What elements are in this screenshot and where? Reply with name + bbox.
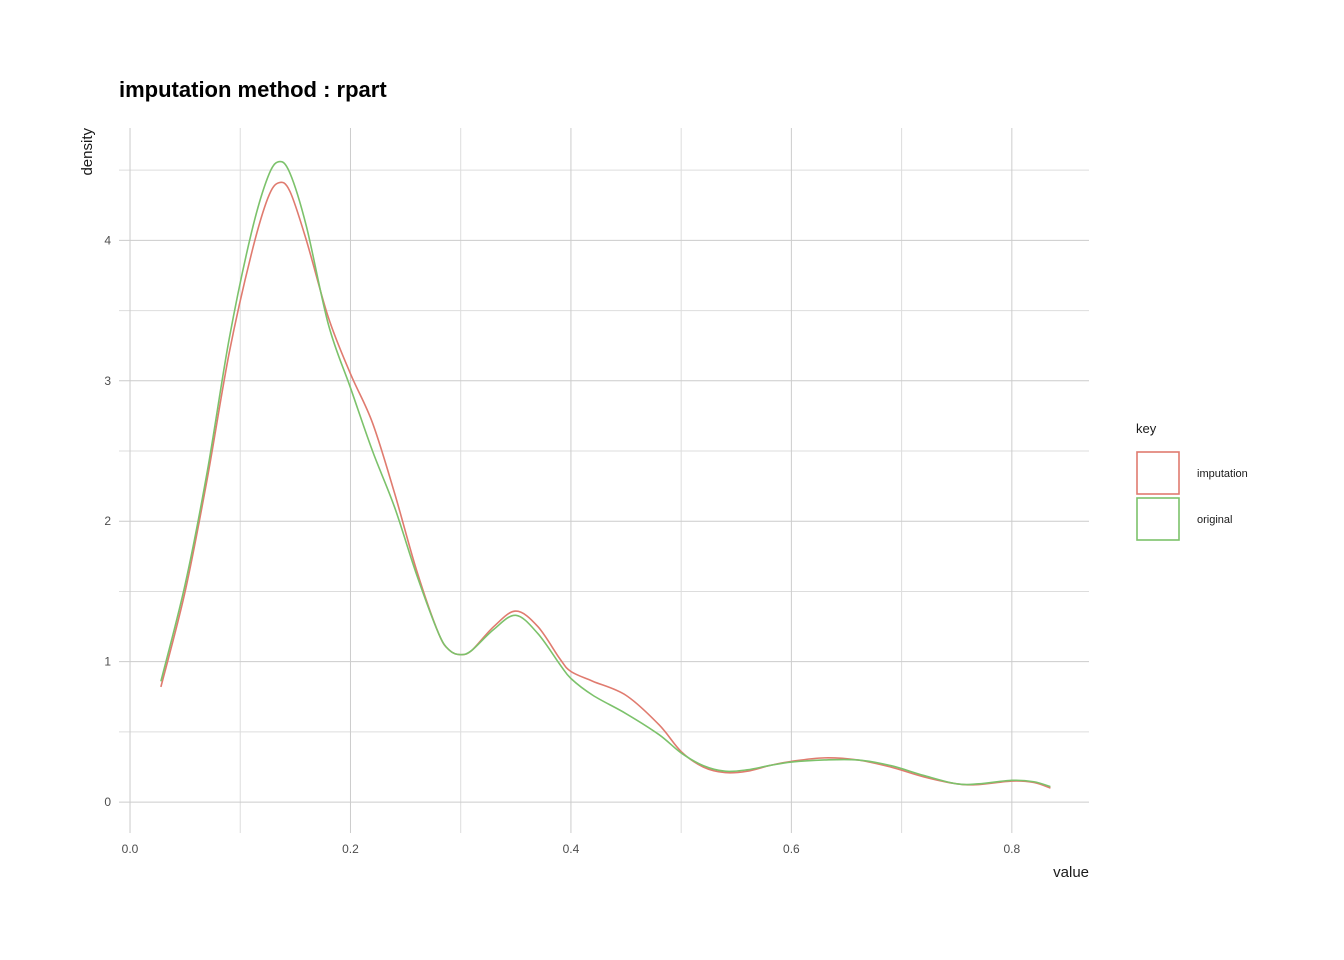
chart-title: imputation method : rpart — [119, 77, 387, 102]
x-tick-label: 0.4 — [563, 842, 580, 856]
x-tick-label: 0.0 — [122, 842, 139, 856]
legend-key-original — [1136, 497, 1180, 541]
y-tick-label: 3 — [104, 374, 111, 388]
legend: key imputation original — [1136, 421, 1248, 541]
x-tick-label: 0.6 — [783, 842, 800, 856]
x-axis-title: value — [1053, 864, 1089, 881]
minor-gridlines — [119, 128, 1089, 833]
y-axis-title: density — [79, 128, 96, 176]
y-tick-label: 0 — [104, 795, 111, 809]
legend-label-original: original — [1197, 514, 1232, 526]
y-axis-ticks: 0 1 2 3 4 — [104, 233, 111, 809]
x-axis-ticks: 0.0 0.2 0.4 0.6 0.8 — [122, 842, 1021, 856]
major-gridlines — [119, 128, 1089, 833]
y-tick-label: 2 — [104, 514, 111, 528]
legend-title: key — [1136, 421, 1157, 436]
y-tick-label: 1 — [104, 655, 111, 669]
series-lines — [160, 160, 1051, 789]
x-tick-label: 0.2 — [342, 842, 359, 856]
x-tick-label: 0.8 — [1003, 842, 1020, 856]
legend-key-imputation — [1136, 451, 1180, 495]
y-tick-label: 4 — [104, 233, 111, 247]
series-line-imputation — [160, 181, 1051, 789]
legend-label-imputation: imputation — [1197, 468, 1248, 480]
series-line-original — [160, 160, 1051, 788]
